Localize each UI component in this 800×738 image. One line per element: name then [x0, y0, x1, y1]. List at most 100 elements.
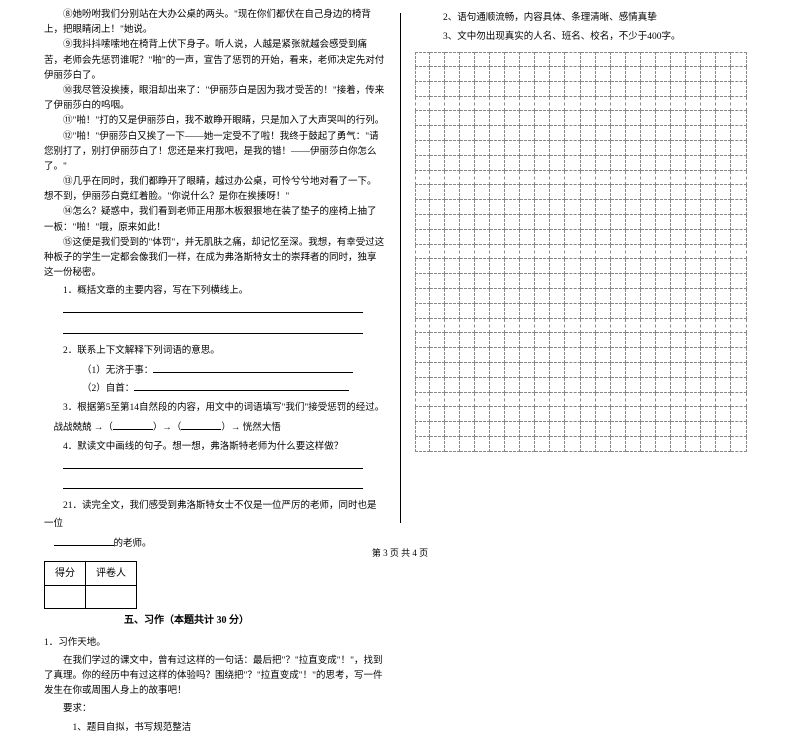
- grid-cell[interactable]: [490, 171, 505, 186]
- grid-cell[interactable]: [596, 230, 611, 245]
- grid-cell[interactable]: [520, 141, 535, 156]
- grid-cell[interactable]: [430, 111, 445, 126]
- grid-cell[interactable]: [490, 289, 505, 304]
- grid-cell[interactable]: [445, 245, 460, 260]
- grid-cell[interactable]: [520, 333, 535, 348]
- grid-cell[interactable]: [460, 67, 475, 82]
- grid-cell[interactable]: [565, 437, 580, 452]
- grid-cell[interactable]: [581, 289, 596, 304]
- grid-cell[interactable]: [415, 171, 430, 186]
- grid-cell[interactable]: [701, 422, 716, 437]
- grid-cell[interactable]: [581, 126, 596, 141]
- grid-cell[interactable]: [626, 245, 641, 260]
- grid-cell[interactable]: [686, 171, 701, 186]
- grid-cell[interactable]: [535, 289, 550, 304]
- grid-cell[interactable]: [596, 245, 611, 260]
- grid-cell[interactable]: [415, 348, 430, 363]
- grid-cell[interactable]: [460, 52, 475, 67]
- grid-cell[interactable]: [520, 259, 535, 274]
- grid-cell[interactable]: [656, 230, 671, 245]
- grid-cell[interactable]: [671, 274, 686, 289]
- grid-cell[interactable]: [535, 245, 550, 260]
- grid-cell[interactable]: [626, 422, 641, 437]
- grid-cell[interactable]: [686, 126, 701, 141]
- grid-cell[interactable]: [550, 378, 565, 393]
- grid-cell[interactable]: [716, 422, 731, 437]
- grid-cell[interactable]: [520, 422, 535, 437]
- grid-cell[interactable]: [490, 422, 505, 437]
- grid-cell[interactable]: [505, 407, 520, 422]
- grid-cell[interactable]: [460, 348, 475, 363]
- grid-cell[interactable]: [626, 141, 641, 156]
- grid-cell[interactable]: [626, 82, 641, 97]
- grid-cell[interactable]: [475, 215, 490, 230]
- grid-cell[interactable]: [550, 185, 565, 200]
- grid-cell[interactable]: [550, 422, 565, 437]
- grid-cell[interactable]: [445, 230, 460, 245]
- grid-cell[interactable]: [415, 141, 430, 156]
- grid-cell[interactable]: [565, 171, 580, 186]
- grid-cell[interactable]: [460, 111, 475, 126]
- grid-cell[interactable]: [445, 363, 460, 378]
- grid-cell[interactable]: [731, 97, 746, 112]
- grid-cell[interactable]: [565, 230, 580, 245]
- grid-cell[interactable]: [550, 67, 565, 82]
- grid-cell[interactable]: [701, 82, 716, 97]
- grid-cell[interactable]: [415, 97, 430, 112]
- grid-cell[interactable]: [626, 97, 641, 112]
- grid-cell[interactable]: [415, 126, 430, 141]
- grid-cell[interactable]: [460, 289, 475, 304]
- grid-cell[interactable]: [641, 348, 656, 363]
- grid-cell[interactable]: [490, 319, 505, 334]
- grid-cell[interactable]: [535, 52, 550, 67]
- grid-cell[interactable]: [596, 141, 611, 156]
- grid-cell[interactable]: [445, 97, 460, 112]
- grid-cell[interactable]: [475, 393, 490, 408]
- grid-cell[interactable]: [460, 363, 475, 378]
- grid-cell[interactable]: [581, 215, 596, 230]
- grid-cell[interactable]: [716, 156, 731, 171]
- grid-cell[interactable]: [686, 200, 701, 215]
- grid-cell[interactable]: [716, 393, 731, 408]
- grid-cell[interactable]: [641, 97, 656, 112]
- grid-cell[interactable]: [656, 304, 671, 319]
- grid-cell[interactable]: [415, 185, 430, 200]
- grid-cell[interactable]: [596, 422, 611, 437]
- grid-cell[interactable]: [430, 185, 445, 200]
- grid-cell[interactable]: [460, 437, 475, 452]
- grid-cell[interactable]: [626, 185, 641, 200]
- grid-cell[interactable]: [535, 319, 550, 334]
- grid-cell[interactable]: [415, 111, 430, 126]
- grid-cell[interactable]: [686, 230, 701, 245]
- grid-cell[interactable]: [430, 319, 445, 334]
- grid-cell[interactable]: [626, 215, 641, 230]
- grid-cell[interactable]: [596, 304, 611, 319]
- q21-blank[interactable]: [54, 535, 114, 546]
- grid-cell[interactable]: [626, 393, 641, 408]
- grid-cell[interactable]: [460, 319, 475, 334]
- grid-cell[interactable]: [596, 363, 611, 378]
- grid-cell[interactable]: [550, 348, 565, 363]
- grid-cell[interactable]: [475, 319, 490, 334]
- grid-cell[interactable]: [460, 407, 475, 422]
- grid-cell[interactable]: [581, 141, 596, 156]
- grid-cell[interactable]: [596, 319, 611, 334]
- grid-cell[interactable]: [460, 185, 475, 200]
- grid-cell[interactable]: [505, 348, 520, 363]
- grid-cell[interactable]: [430, 407, 445, 422]
- grid-cell[interactable]: [611, 393, 626, 408]
- grid-cell[interactable]: [415, 215, 430, 230]
- grid-cell[interactable]: [626, 333, 641, 348]
- grid-cell[interactable]: [430, 393, 445, 408]
- grid-cell[interactable]: [535, 378, 550, 393]
- grid-cell[interactable]: [550, 319, 565, 334]
- grid-cell[interactable]: [460, 230, 475, 245]
- grid-cell[interactable]: [415, 393, 430, 408]
- grid-cell[interactable]: [550, 111, 565, 126]
- grid-cell[interactable]: [535, 185, 550, 200]
- grid-cell[interactable]: [520, 393, 535, 408]
- grid-cell[interactable]: [490, 363, 505, 378]
- grid-cell[interactable]: [505, 289, 520, 304]
- grid-cell[interactable]: [671, 378, 686, 393]
- grid-cell[interactable]: [505, 156, 520, 171]
